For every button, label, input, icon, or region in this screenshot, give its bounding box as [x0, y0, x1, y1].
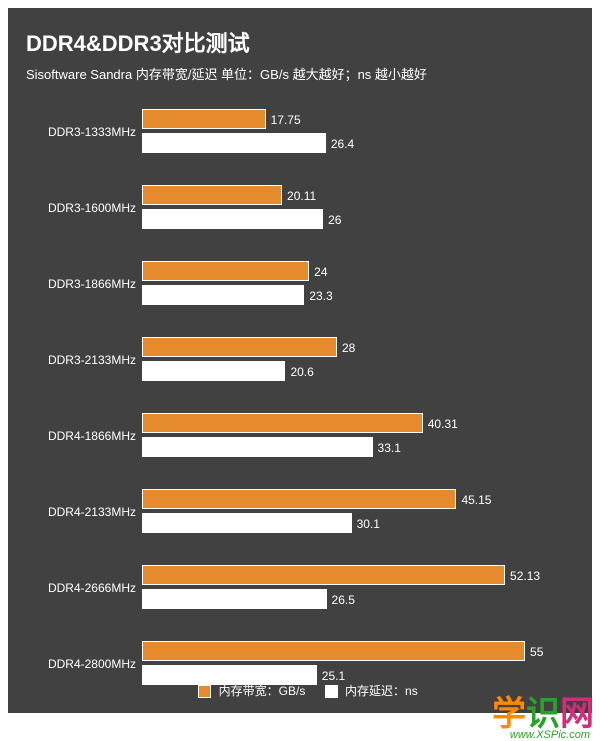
bar-value-label: 45.15 [461, 490, 491, 510]
bar-value-label: 40.31 [428, 414, 458, 434]
bar-value-label: 52.13 [510, 566, 540, 586]
chart-panel: DDR4&DDR3对比测试 Sisoftware Sandra 内存带宽/延迟 … [8, 8, 592, 713]
category-label: DDR4-1866MHz [8, 407, 142, 465]
bars-group: 17.75 26.4 [142, 109, 572, 157]
legend-swatch-bw [198, 685, 211, 698]
legend-label-lat: 内存延迟：ns [345, 684, 418, 698]
chart-row: DDR3-2133MHz2820.6 [8, 331, 592, 389]
bars-group: 45.15 30.1 [142, 489, 572, 537]
bar-lat: 26.4 [142, 133, 326, 153]
bar-value-label: 55 [530, 642, 543, 662]
category-label: DDR3-1333MHz [8, 103, 142, 161]
bar-chart: DDR3-1333MHz17.7526.4DDR3-1600MHz20.1126… [8, 103, 592, 711]
bar-bw: 40.31 [142, 413, 423, 433]
bars-group: 40.31 33.1 [142, 413, 572, 461]
category-label: DDR3-1866MHz [8, 255, 142, 313]
bars-group: 20.11 26 [142, 185, 572, 233]
bar-bw: 28 [142, 337, 337, 357]
bar-bw: 20.11 [142, 185, 282, 205]
chart-row: DDR3-1600MHz20.1126 [8, 179, 592, 237]
chart-row: DDR3-1333MHz17.7526.4 [8, 103, 592, 161]
bar-value-label: 26 [328, 210, 341, 230]
bars-group: 2423.3 [142, 261, 572, 309]
bar-value-label: 28 [342, 338, 355, 358]
bars-group: 28 20.6 [142, 337, 572, 385]
category-label: DDR4-2666MHz [8, 559, 142, 617]
chart-row: DDR3-1866MHz2423.3 [8, 255, 592, 313]
category-label: DDR3-2133MHz [8, 331, 142, 389]
chart-title: DDR4&DDR3对比测试 [8, 8, 592, 64]
bar-bw: 17.75 [142, 109, 266, 129]
bar-lat: 30.1 [142, 513, 352, 533]
chart-row: DDR4-1866MHz40.3133.1 [8, 407, 592, 465]
bar-lat: 33.1 [142, 437, 373, 457]
bar-value-label: 24 [314, 262, 327, 282]
bar-value-label: 23.3 [309, 286, 332, 306]
image-root: DDR4&DDR3对比测试 Sisoftware Sandra 内存带宽/延迟 … [0, 0, 600, 741]
category-label: DDR3-1600MHz [8, 179, 142, 237]
bar-bw: 52.13 [142, 565, 505, 585]
bar-value-label: 17.75 [271, 110, 301, 130]
bar-value-label: 20.11 [287, 186, 316, 206]
bar-value-label: 26.5 [332, 590, 355, 610]
bar-lat: 23.3 [142, 285, 304, 305]
bar-bw: 24 [142, 261, 309, 281]
watermark: 学识网 [492, 686, 594, 735]
bar-bw: 45.15 [142, 489, 456, 509]
bar-lat: 26.5 [142, 589, 327, 609]
watermark-url: www.XSPic.com [510, 729, 590, 741]
bar-value-label: 33.1 [378, 438, 401, 458]
bar-lat: 20.6 [142, 361, 285, 381]
bar-value-label: 20.6 [290, 362, 313, 382]
watermark-char-2: 识 [526, 696, 560, 733]
watermark-char-1: 学 [492, 696, 526, 733]
bar-value-label: 30.1 [357, 514, 380, 534]
legend-swatch-lat [325, 685, 338, 698]
bars-group: 52.13 26.5 [142, 565, 572, 613]
bar-lat: 26 [142, 209, 323, 229]
legend-label-bw: 内存带宽：GB/s [219, 684, 306, 698]
chart-subtitle: Sisoftware Sandra 内存带宽/延迟 单位：GB/s 越大越好；n… [8, 64, 592, 83]
bar-value-label: 26.4 [331, 134, 354, 154]
bar-bw: 55 [142, 641, 525, 661]
category-label: DDR4-2133MHz [8, 483, 142, 541]
chart-row: DDR4-2133MHz45.1530.1 [8, 483, 592, 541]
watermark-char-3: 网 [560, 696, 594, 733]
chart-row: DDR4-2666MHz52.1326.5 [8, 559, 592, 617]
